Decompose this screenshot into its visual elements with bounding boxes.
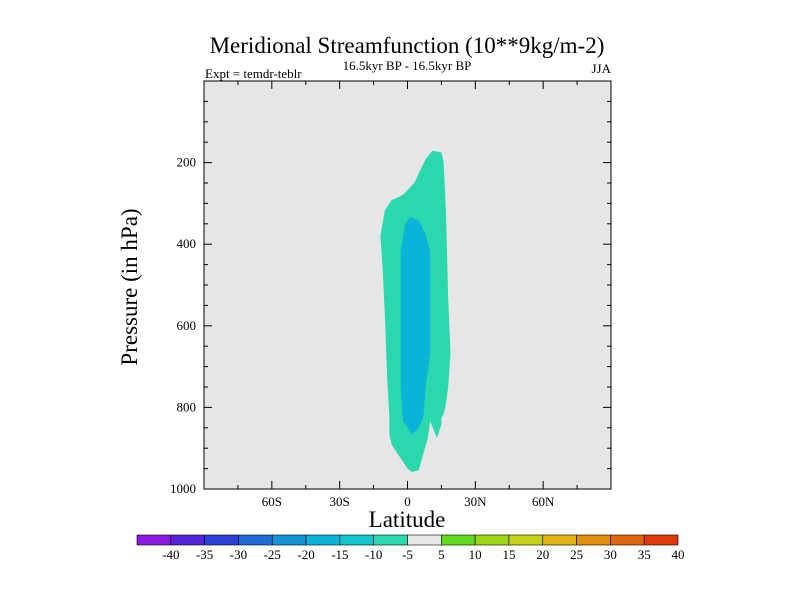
colorbar-swatch — [441, 534, 476, 546]
colorbar-label: 30 — [604, 547, 617, 562]
x-axis-label: Latitude — [369, 507, 446, 532]
x-tick-label: 30N — [464, 494, 487, 509]
season-label: JJA — [591, 61, 611, 76]
colorbar-swatch — [170, 534, 205, 546]
colorbar-swatch — [136, 534, 172, 546]
colorbar-label: -25 — [264, 547, 281, 562]
colorbar-label: 35 — [638, 547, 651, 562]
colorbar-swatch — [238, 534, 273, 546]
x-tick-label: 60S — [262, 494, 282, 509]
colorbar-label: 10 — [469, 547, 482, 562]
period-label: 16.5kyr BP - 16.5kyr BP — [343, 58, 472, 73]
y-tick-label: 1000 — [170, 481, 196, 496]
colorbar-swatch — [508, 534, 544, 546]
y-tick-label: 400 — [177, 236, 197, 251]
axis-ticks: 60S 30S 0 30N 60N 200 400 600 800 1000 — [170, 81, 611, 509]
colorbar-label: 40 — [672, 547, 685, 562]
colorbar-swatch — [576, 534, 611, 546]
x-tick-label: 60N — [532, 494, 555, 509]
y-tick-label: 600 — [177, 318, 197, 333]
colorbar-label: -35 — [196, 547, 213, 562]
colorbar-label: -40 — [162, 547, 179, 562]
colorbar-label: -5 — [402, 547, 413, 562]
colorbar-swatch — [305, 534, 341, 546]
x-tick-label: 30S — [330, 494, 350, 509]
colorbar-label: 20 — [536, 547, 549, 562]
colorbar-swatch — [373, 534, 408, 546]
colorbar-label: 25 — [570, 547, 583, 562]
colorbar-label: 5 — [438, 547, 445, 562]
colorbar-swatch — [474, 534, 510, 546]
colorbar-swatch — [610, 534, 645, 546]
x-tick-label: 0 — [404, 494, 411, 509]
colorbar-swatch — [643, 534, 679, 546]
chart-title: Meridional Streamfunction (10**9kg/m-2) — [210, 33, 605, 58]
colorbar-swatch — [271, 534, 307, 546]
y-axis-label: Pressure (in hPa) — [117, 208, 142, 365]
colorbar: -40 -35 -30 -25 -20 -15 -10 -5 5 10 15 20 25 30 35 40 — [136, 534, 685, 562]
colorbar-label: -20 — [297, 547, 314, 562]
colorbar-label: -30 — [230, 547, 247, 562]
y-tick-label: 800 — [177, 399, 197, 414]
colorbar-swatch — [204, 534, 239, 546]
colorbar-label: -15 — [331, 547, 348, 562]
colorbar-swatch — [407, 534, 442, 546]
contour-region-inner-negative-cell — [400, 217, 431, 435]
colorbar-label: -10 — [365, 547, 382, 562]
experiment-label: Expt = temdr-teblr — [205, 66, 302, 81]
colorbar-swatch — [339, 534, 374, 546]
colorbar-label: 15 — [502, 547, 515, 562]
contour-layer — [380, 150, 451, 472]
colorbar-swatch — [542, 534, 577, 546]
y-tick-label: 200 — [177, 155, 197, 170]
